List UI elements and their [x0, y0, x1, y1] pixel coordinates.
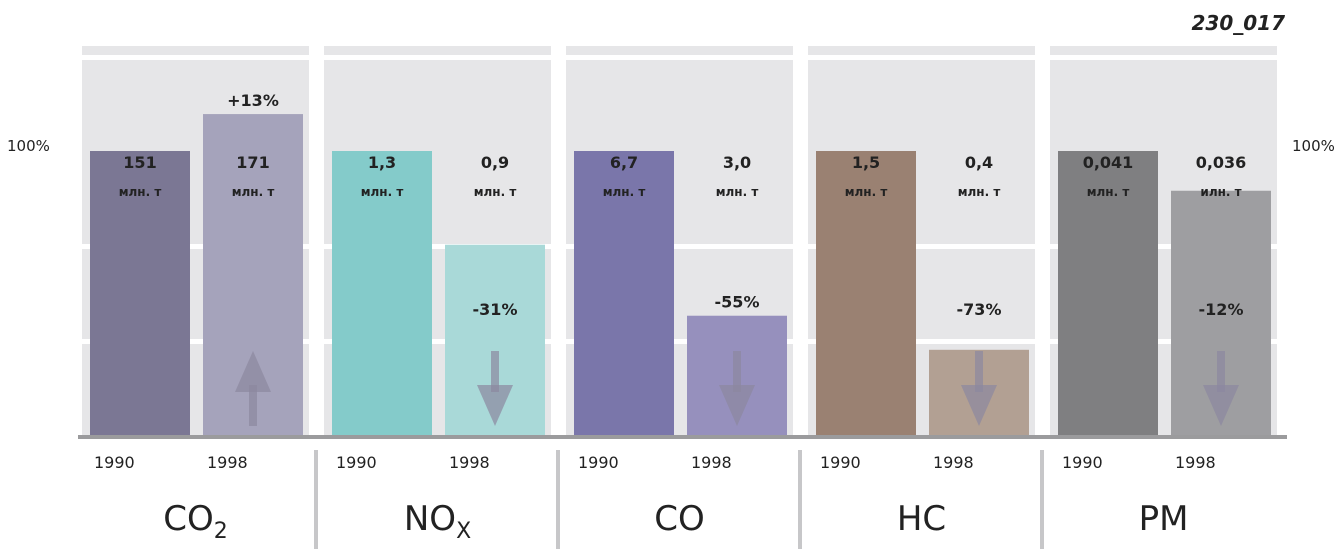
year-label-1990: 1990 — [1062, 453, 1103, 472]
change-label: -73% — [957, 300, 1002, 319]
label-layer: 151 млн. т 1990 171 млн. т +13% 1998 CO2 1,3 млн.… — [94, 91, 1246, 544]
group-separator-4 — [1040, 450, 1044, 549]
gridline-pm-4-1 — [1050, 244, 1277, 249]
reference-label-left: 100% — [7, 137, 50, 155]
year-label-1990: 1990 — [820, 453, 861, 472]
year-label-1998: 1998 — [691, 453, 732, 472]
unit-label: млн. т — [361, 185, 404, 199]
bar-hc-3-1990 — [816, 151, 916, 435]
reference-label-right: 100% — [1292, 137, 1335, 155]
group-separator-2 — [556, 450, 560, 549]
gridline-co-2-1 — [566, 244, 793, 249]
gridline-nox-1-0 — [324, 55, 551, 60]
gridline-pm-4-0 — [1050, 55, 1277, 60]
unit-label: млн. т — [119, 185, 162, 199]
arrow-up-icon — [235, 351, 271, 392]
value-label: 1,5 — [852, 153, 880, 172]
gridline-co2-0-1 — [82, 244, 309, 249]
value-label: 0,041 — [1083, 153, 1134, 172]
unit-label: млн. т — [845, 185, 888, 199]
bar-layer — [90, 114, 1271, 435]
bar-co2-0-1990 — [90, 151, 190, 435]
gridline-nox-1-2 — [324, 339, 551, 344]
change-label: -31% — [473, 300, 518, 319]
change-label: -55% — [715, 293, 760, 312]
year-label-1998: 1998 — [1175, 453, 1216, 472]
year-label-1998: 1998 — [933, 453, 974, 472]
arrow-shaft — [491, 351, 499, 392]
arrow-shaft — [975, 351, 983, 392]
value-label: 3,0 — [723, 153, 751, 172]
value-label: 0,4 — [965, 153, 993, 172]
gas-label-pm-4: PM — [1139, 499, 1189, 539]
group-separator-3 — [798, 450, 802, 549]
arrow-down-icon — [719, 385, 755, 426]
unit-label: млн. т — [716, 185, 759, 199]
baseline — [78, 435, 1287, 439]
gridline-hc-3-2 — [808, 339, 1035, 344]
gridline-co-2-0 — [566, 55, 793, 60]
unit-label: млн. т — [1087, 185, 1130, 199]
unit-label: илн. т — [1200, 185, 1241, 199]
unit-label: млн. т — [474, 185, 517, 199]
gridline-co-2-2 — [566, 339, 793, 344]
unit-label: млн. т — [603, 185, 646, 199]
gas-label-hc-3: HC — [897, 499, 946, 539]
arrow-shaft — [249, 385, 257, 426]
year-label-1998: 1998 — [449, 453, 490, 472]
year-label-1990: 1990 — [336, 453, 377, 472]
group-separator-1 — [314, 450, 318, 549]
arrow-shaft — [1217, 351, 1225, 392]
value-label: 0,9 — [481, 153, 509, 172]
arrow-down-icon — [1203, 385, 1239, 426]
value-label: 171 — [236, 153, 269, 172]
arrow-down-icon — [961, 385, 997, 426]
gridline-nox-1-1 — [324, 244, 551, 249]
gridline-pm-4-2 — [1050, 339, 1277, 344]
change-label: -12% — [1199, 300, 1244, 319]
bar-nox-1-1990 — [332, 151, 432, 435]
year-label-1998: 1998 — [207, 453, 248, 472]
value-label: 1,3 — [368, 153, 396, 172]
unit-label: млн. т — [232, 185, 275, 199]
gas-label-co-2: CO — [654, 499, 705, 539]
unit-label: млн. т — [958, 185, 1001, 199]
year-label-1990: 1990 — [94, 453, 135, 472]
value-label: 0,036 — [1196, 153, 1247, 172]
gas-label-co2-0: CO2 — [163, 499, 228, 544]
gridline-co2-0-2 — [82, 339, 309, 344]
year-label-1990: 1990 — [578, 453, 619, 472]
gas-label-nox-1: NOX — [404, 499, 471, 544]
change-label: +13% — [227, 91, 279, 110]
gridline-hc-3-1 — [808, 244, 1035, 249]
bar-pm-4-1990 — [1058, 151, 1158, 435]
arrow-down-icon — [477, 385, 513, 426]
value-label: 151 — [123, 153, 156, 172]
gridline-hc-3-0 — [808, 55, 1035, 60]
figure-id: 230_017 — [1192, 11, 1286, 35]
gridline-co2-0-0 — [82, 55, 309, 60]
arrow-shaft — [733, 351, 741, 392]
bar-co-2-1990 — [574, 151, 674, 435]
value-label: 6,7 — [610, 153, 638, 172]
